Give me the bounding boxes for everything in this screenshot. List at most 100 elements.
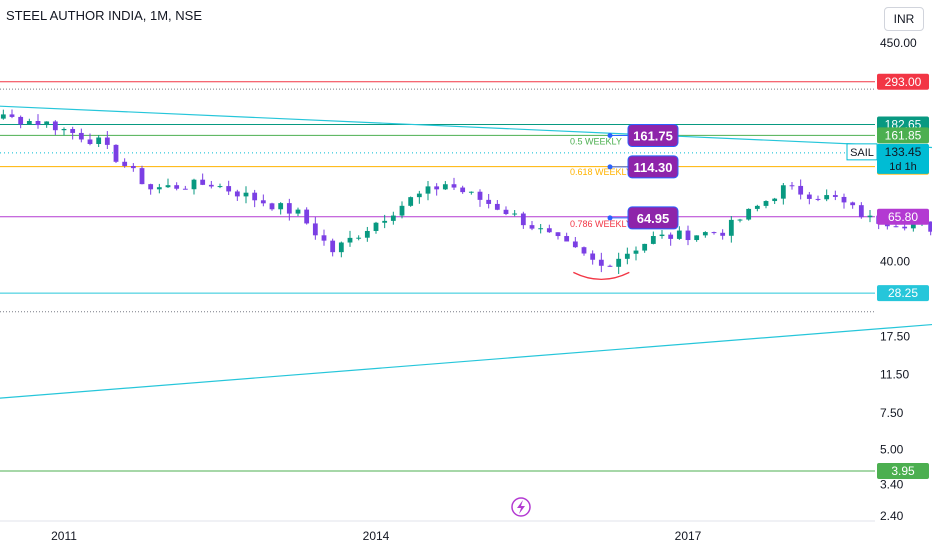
candle-body-22 <box>96 137 102 145</box>
candle-body-109 <box>850 202 856 206</box>
x-tick-label-1: 2014 <box>363 529 390 543</box>
candle-body-39 <box>243 192 249 197</box>
candle-body-91 <box>694 235 700 241</box>
candle-body-64 <box>460 187 466 193</box>
candle-body-41 <box>260 200 266 204</box>
candle-body-108 <box>841 196 847 203</box>
candle-body-106 <box>824 195 830 200</box>
candle-body-115 <box>902 226 908 229</box>
level-tag-label-2: 161.85 <box>885 128 922 142</box>
trendline-0 <box>0 105 932 149</box>
fib-tag-1 <box>627 155 679 179</box>
y-tick-label-2: 40.00 <box>880 255 910 269</box>
candle-body-76 <box>564 236 570 242</box>
candle-body-98 <box>754 205 760 209</box>
level-tag-label-4: 65.80 <box>888 210 918 224</box>
candle-body-56 <box>390 215 396 221</box>
candle-body-59 <box>416 193 422 198</box>
current-price-tag <box>877 143 929 174</box>
candle-body-118 <box>928 221 932 232</box>
fib-label-1: 0.618 WEEKLY <box>570 167 632 177</box>
candle-body-74 <box>546 228 552 233</box>
chart-title: STEEL AUTHOR INDIA, 1M, NSE <box>6 8 203 23</box>
candle-body-58 <box>408 197 414 206</box>
candle-body-86 <box>650 236 656 244</box>
candle-body-94 <box>720 232 726 236</box>
candle-body-23 <box>104 137 110 145</box>
candle-body-89 <box>676 230 682 239</box>
currency-button[interactable]: INR <box>884 7 924 31</box>
level-tag-6 <box>877 462 929 479</box>
current-price-label: 133.45 <box>885 145 922 159</box>
level-tag-label-6: 3.95 <box>891 464 915 478</box>
candle-body-63 <box>451 184 457 188</box>
candle-body-51 <box>347 237 353 243</box>
candle-body-90 <box>685 230 691 241</box>
candle-body-60 <box>425 186 431 194</box>
level-tag-0 <box>877 73 929 90</box>
x-tick-label-0: 2011 <box>51 529 77 543</box>
candle-body-38 <box>234 191 240 197</box>
candle-body-21 <box>87 139 93 145</box>
candle-body-69 <box>503 209 509 215</box>
candle-body-93 <box>711 232 717 234</box>
candle-body-52 <box>356 237 362 239</box>
fib-tag-label-0: 161.75 <box>633 128 673 143</box>
candle-body-46 <box>304 209 310 224</box>
candle-body-57 <box>399 205 405 216</box>
candle-body-12 <box>9 114 15 117</box>
candle-body-37 <box>226 186 232 192</box>
candle-body-30 <box>165 185 171 188</box>
candle-body-79 <box>590 253 596 260</box>
candle-body-104 <box>806 194 812 199</box>
candle-body-100 <box>772 198 778 202</box>
candle-body-70 <box>512 213 518 215</box>
candle-body-26 <box>130 165 136 169</box>
candle-body-87 <box>659 234 665 237</box>
candle-body-20 <box>78 132 84 140</box>
candle-body-31 <box>174 185 180 189</box>
candle-body-45 <box>295 209 301 214</box>
candle-body-36 <box>217 186 223 188</box>
candle-body-113 <box>884 223 890 227</box>
y-tick-label-5: 7.50 <box>880 406 904 420</box>
trendline-1 <box>0 323 932 399</box>
candle-body-102 <box>789 185 795 187</box>
candle-body-53 <box>364 230 370 238</box>
candle-body-40 <box>252 192 258 201</box>
fib-dot-0 <box>607 132 613 138</box>
candle-body-47 <box>312 223 318 236</box>
lightning-icon <box>511 497 531 517</box>
candle-body-111 <box>867 215 873 218</box>
candle-body-44 <box>286 203 292 214</box>
y-tick-label-0: 450.00 <box>880 36 917 50</box>
level-tag-4 <box>877 208 929 225</box>
candle-body-68 <box>494 203 500 210</box>
candle-body-105 <box>815 198 821 200</box>
candle-body-15 <box>35 121 41 126</box>
candle-body-85 <box>642 243 648 251</box>
fib-label-0: 0.5 WEEKLY <box>570 136 622 146</box>
candle-body-78 <box>581 247 587 254</box>
candle-body-27 <box>139 168 145 185</box>
candle-body-107 <box>832 195 838 197</box>
y-tick-label-3: 17.50 <box>880 329 910 343</box>
candle-body-14 <box>26 121 32 125</box>
candle-body-110 <box>858 205 864 218</box>
candle-body-96 <box>737 219 743 221</box>
candle-body-61 <box>434 186 440 190</box>
fib-label-2: 0.786 WEEKLY <box>570 219 632 229</box>
candle-body-17 <box>52 121 58 131</box>
candle-body-32 <box>182 188 188 190</box>
candle-body-18 <box>61 128 67 131</box>
candle-body-42 <box>269 203 275 210</box>
candle-body-81 <box>607 265 613 267</box>
candle-body-49 <box>330 240 336 253</box>
level-tag-label-5: 28.25 <box>888 286 918 300</box>
x-tick-label-2: 2017 <box>675 529 702 543</box>
candle-body-99 <box>763 201 769 206</box>
candle-body-62 <box>442 184 448 190</box>
candle-body-73 <box>538 228 544 230</box>
